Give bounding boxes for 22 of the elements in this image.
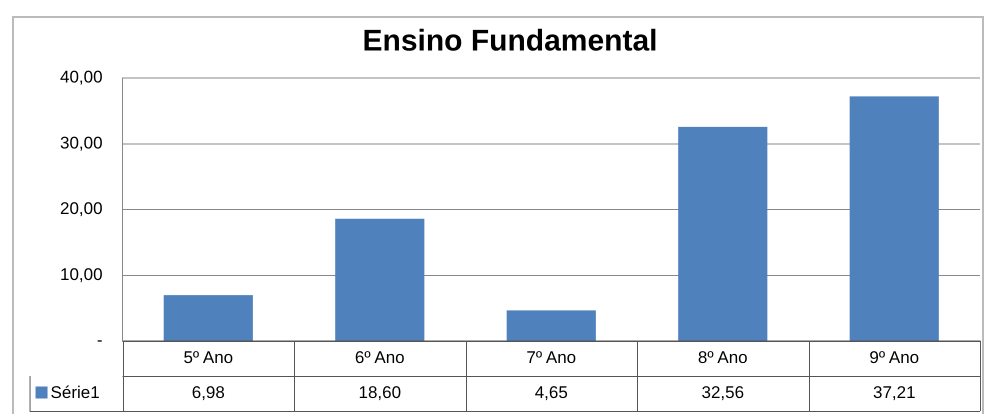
bar [678,126,768,340]
data-label: 4,65 [534,383,568,402]
y-tick-label: 10,00 [60,264,103,284]
data-label: 37,21 [872,383,916,402]
bar [335,218,424,340]
legend-label: Série1 [50,383,100,402]
data-label: 6,98 [192,383,225,402]
x-tick-label: 8º Ano [698,348,748,368]
y-tick-label: 40,00 [60,68,103,87]
x-tick-label: 5º Ano [183,348,234,368]
data-label: 18,60 [358,383,402,402]
chart-title: Ensino Fundamental [362,24,658,58]
y-tick-label: 30,00 [60,133,103,152]
data-label: 32,56 [701,383,744,402]
x-tick-label: 9º Ano [869,348,920,368]
y-tick-label: - [96,330,103,350]
bar [506,310,596,340]
x-tick-label: 6º Ano [354,348,405,368]
bar [850,96,939,340]
y-tick-label: 20,00 [60,199,103,218]
bar [164,295,253,340]
x-tick-label: 7º Ano [526,348,576,368]
